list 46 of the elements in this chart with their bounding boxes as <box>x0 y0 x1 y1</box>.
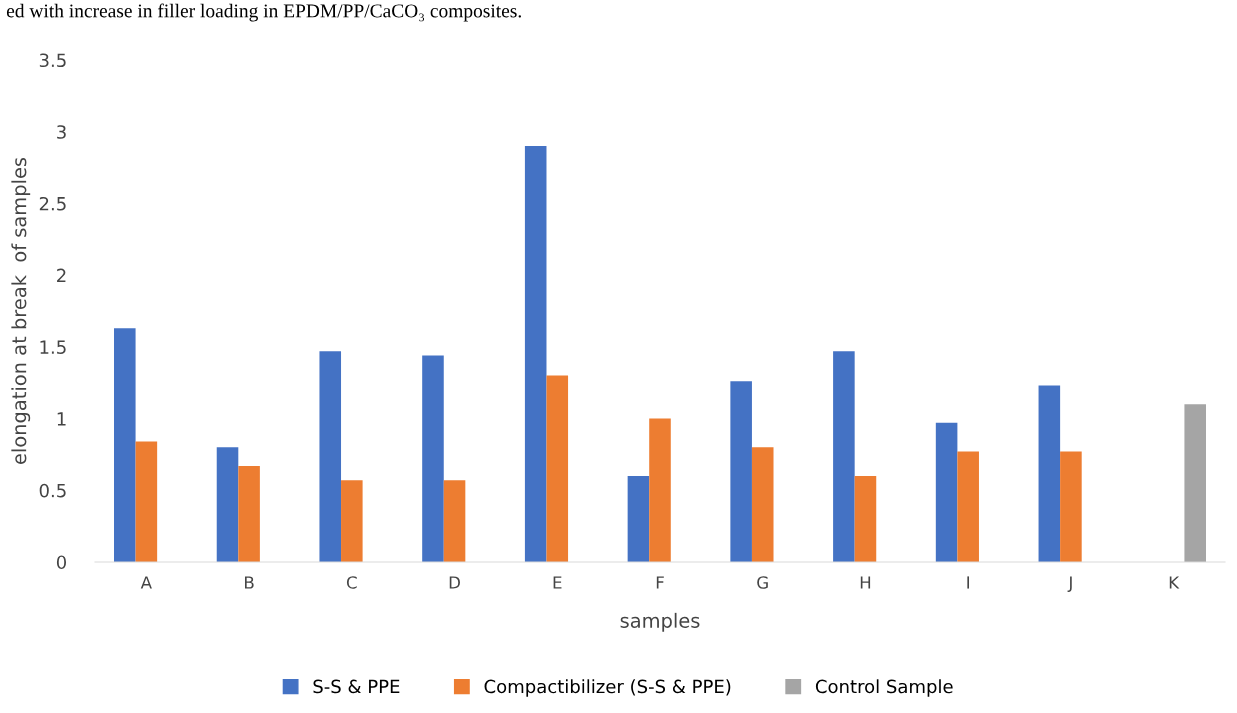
legend-label: Control Sample <box>815 679 953 697</box>
bar <box>1060 451 1082 562</box>
y-tick-label: 1 <box>57 412 66 426</box>
x-tick-label: F <box>656 576 664 589</box>
legend-label: Compactibilizer (S-S & PPE) <box>484 679 731 697</box>
bar <box>1184 404 1206 562</box>
legend-label: S-S & PPE <box>313 679 400 694</box>
x-tick-label: A <box>140 576 152 589</box>
bar <box>443 480 466 562</box>
y-tick-label: 0.5 <box>39 483 66 498</box>
x-tick-label: B <box>245 576 254 589</box>
x-tick-label: J <box>1067 576 1072 592</box>
bar <box>216 447 239 562</box>
bar <box>854 475 877 562</box>
bar <box>135 441 158 562</box>
x-tick-label: C <box>346 576 357 589</box>
x-tick-label: I <box>967 576 969 589</box>
y-tick-label: 2.5 <box>39 196 66 211</box>
x-tick-label: E <box>553 576 562 589</box>
y-tick-label: 1.5 <box>40 340 66 354</box>
bar <box>751 447 774 562</box>
bar <box>238 465 260 562</box>
x-tick-label: H <box>860 576 871 589</box>
text: ed with increase in filler loading in EPDM/PP/CaCO₃ composites. <box>6 3 521 22</box>
y-tick-label: 3 <box>57 125 66 139</box>
y-axis-title: elongation at break of samples <box>11 157 31 464</box>
y-tick-label: 3.5 <box>39 53 66 68</box>
x-axis-title: samples <box>620 612 700 632</box>
y-tick-label: 0 <box>56 555 67 570</box>
bar <box>730 381 752 562</box>
bar <box>649 418 671 562</box>
y-tick-label: 2 <box>57 268 66 282</box>
bar <box>1038 385 1061 562</box>
bar <box>833 351 855 562</box>
x-tick-label: G <box>757 576 768 589</box>
bar <box>957 451 979 562</box>
bar <box>546 375 569 562</box>
bar <box>319 351 342 562</box>
x-tick-label: K <box>1169 576 1180 589</box>
bar <box>114 328 136 562</box>
bar <box>935 422 958 562</box>
bar <box>627 475 650 562</box>
bar <box>524 146 547 562</box>
bar <box>422 355 444 562</box>
bar <box>341 480 363 562</box>
x-tick-label: D <box>449 576 460 589</box>
